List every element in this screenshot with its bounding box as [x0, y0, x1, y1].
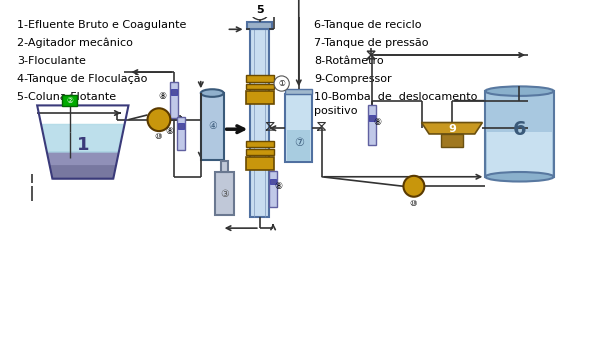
- Bar: [246, 149, 274, 155]
- Bar: [269, 171, 277, 207]
- Bar: [178, 124, 184, 129]
- Bar: [485, 91, 554, 177]
- Bar: [286, 94, 312, 163]
- Text: ⑧: ⑧: [274, 182, 283, 191]
- Bar: [246, 84, 274, 89]
- Text: 1-Efluente Bruto e Coagulante: 1-Efluente Bruto e Coagulante: [17, 20, 187, 30]
- Bar: [246, 157, 274, 170]
- Text: 3-Floculante: 3-Floculante: [17, 56, 86, 66]
- Text: 4-Tanque de Floculação: 4-Tanque de Floculação: [17, 74, 148, 84]
- Text: 9-Compressor: 9-Compressor: [314, 74, 392, 84]
- Circle shape: [274, 76, 289, 91]
- Text: 8-Rotâmetro: 8-Rotâmetro: [314, 56, 383, 66]
- Text: 6-Tanque de reciclo: 6-Tanque de reciclo: [314, 20, 422, 30]
- Text: ④: ④: [208, 121, 217, 131]
- Bar: [369, 115, 375, 121]
- Ellipse shape: [201, 89, 224, 97]
- Polygon shape: [48, 152, 118, 164]
- Text: ⑧: ⑧: [166, 127, 174, 136]
- Bar: [246, 75, 274, 82]
- Circle shape: [403, 176, 424, 197]
- Polygon shape: [422, 122, 482, 134]
- Bar: [286, 89, 312, 94]
- Circle shape: [250, 1, 269, 20]
- Bar: [270, 179, 276, 184]
- Bar: [221, 160, 229, 172]
- Text: ②: ②: [66, 96, 73, 105]
- Bar: [171, 89, 177, 95]
- Text: 9: 9: [448, 124, 456, 134]
- Bar: [177, 117, 184, 150]
- Text: ⑩: ⑩: [409, 199, 416, 208]
- Text: ⑦: ⑦: [294, 139, 304, 149]
- Text: ⑧: ⑧: [373, 118, 382, 127]
- Bar: [250, 29, 269, 217]
- Bar: [170, 82, 178, 118]
- Circle shape: [147, 108, 170, 131]
- Ellipse shape: [485, 172, 554, 182]
- Text: 5-Coluna Flotante: 5-Coluna Flotante: [17, 92, 116, 102]
- Ellipse shape: [485, 86, 554, 96]
- Bar: [487, 132, 552, 175]
- Bar: [246, 91, 274, 104]
- Bar: [287, 130, 310, 160]
- Text: 6: 6: [512, 120, 527, 139]
- Text: ①: ①: [278, 79, 285, 88]
- Bar: [215, 172, 234, 215]
- Bar: [246, 141, 274, 147]
- Bar: [62, 95, 77, 106]
- Bar: [247, 22, 272, 29]
- Text: 7-Tanque de pressão: 7-Tanque de pressão: [314, 38, 429, 48]
- Bar: [368, 105, 376, 145]
- Polygon shape: [51, 164, 115, 179]
- Text: 10-Bomba  de  deslocamento: 10-Bomba de deslocamento: [314, 92, 477, 102]
- Text: ⑧: ⑧: [158, 92, 167, 101]
- Text: 1: 1: [77, 136, 89, 155]
- Polygon shape: [42, 125, 124, 152]
- Text: 5: 5: [256, 5, 264, 15]
- Text: ⑩: ⑩: [154, 132, 162, 141]
- Bar: [441, 134, 464, 147]
- Bar: [201, 93, 224, 160]
- Text: ③: ③: [220, 189, 229, 199]
- Text: positivo: positivo: [314, 106, 358, 116]
- Text: 2-Agitador mecânico: 2-Agitador mecânico: [17, 38, 133, 48]
